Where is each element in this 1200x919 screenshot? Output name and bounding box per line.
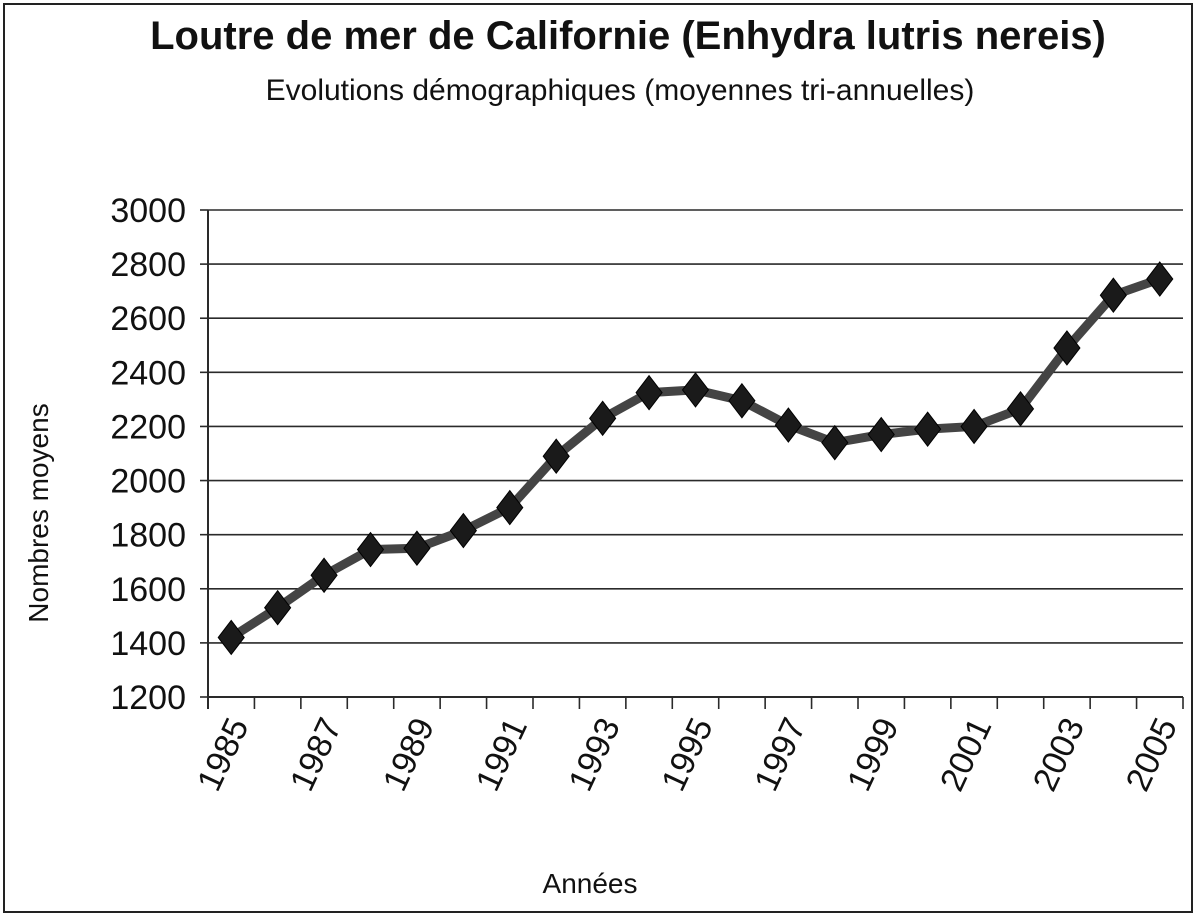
x-tick-label-1987: 1987 xyxy=(283,712,349,797)
y-tick-label-1200: 1200 xyxy=(110,679,186,717)
data-point-1991 xyxy=(496,489,524,526)
x-tick-label-1999: 1999 xyxy=(840,712,906,797)
y-tick-label-1800: 1800 xyxy=(110,517,186,555)
gridlines xyxy=(208,209,1183,698)
y-tick-label-1600: 1600 xyxy=(110,571,186,609)
x-tick-label-1997: 1997 xyxy=(747,712,813,797)
data-point-2000 xyxy=(914,411,942,447)
x-tick-label-1989: 1989 xyxy=(376,712,442,797)
x-tick-label-1985: 1985 xyxy=(190,712,256,797)
y-tick-label-3000: 3000 xyxy=(110,192,186,230)
series-line-0 xyxy=(226,274,1165,642)
x-tick-label-2003: 2003 xyxy=(1026,712,1092,797)
x-tick-label-1991: 1991 xyxy=(469,712,535,797)
data-point-1988 xyxy=(356,531,385,568)
y-tick-label-1400: 1400 xyxy=(110,625,186,663)
data-point-1987 xyxy=(310,557,338,594)
data-point-1994 xyxy=(635,374,663,411)
x-tick-label-2005: 2005 xyxy=(1119,712,1185,797)
x-tick-label-2001: 2001 xyxy=(933,712,999,797)
data-point-2005 xyxy=(1146,261,1174,297)
y-tick-labels: 1200 1400 1600 1800 2000 2200 2400 2600 2800 3000 xyxy=(110,192,186,717)
data-series xyxy=(217,261,1174,656)
data-point-1996 xyxy=(728,382,756,419)
x-axis-label: Années xyxy=(543,868,638,899)
data-point-1990 xyxy=(449,512,477,549)
chart-title: Loutre de mer de Californie (Enhydra lut… xyxy=(150,14,1106,58)
data-point-1998 xyxy=(821,424,849,461)
data-point-2003 xyxy=(1053,330,1081,366)
data-point-1992 xyxy=(542,438,570,475)
data-point-1985 xyxy=(217,619,245,656)
data-point-1986 xyxy=(264,589,292,626)
x-tick-labels: 1985 1987 1989 1991 1993 1995 1997 1999 2001 2003… xyxy=(190,712,1185,797)
y-tick-label-2400: 2400 xyxy=(110,354,186,392)
data-point-2001 xyxy=(960,408,988,445)
data-point-2002 xyxy=(1006,391,1035,427)
data-point-1993 xyxy=(589,400,617,437)
data-point-2004 xyxy=(1099,277,1127,314)
chart-frame xyxy=(3,3,1193,913)
y-tick-label-2000: 2000 xyxy=(110,463,186,501)
y-tick-label-2600: 2600 xyxy=(110,300,186,338)
axes xyxy=(200,209,1184,709)
y-tick-label-2200: 2200 xyxy=(110,408,186,446)
y-tick-label-2800: 2800 xyxy=(110,246,186,284)
data-point-1989 xyxy=(403,530,431,567)
data-point-1995 xyxy=(681,372,710,408)
data-point-1999 xyxy=(867,416,895,453)
chart-subtitle: Evolutions démographiques (moyennes tri-… xyxy=(265,74,975,107)
y-axis-label: Nombres moyens xyxy=(23,403,54,622)
x-tick-label-1993: 1993 xyxy=(561,712,627,797)
data-point-1997 xyxy=(774,407,802,443)
x-tick-label-1995: 1995 xyxy=(654,712,720,797)
